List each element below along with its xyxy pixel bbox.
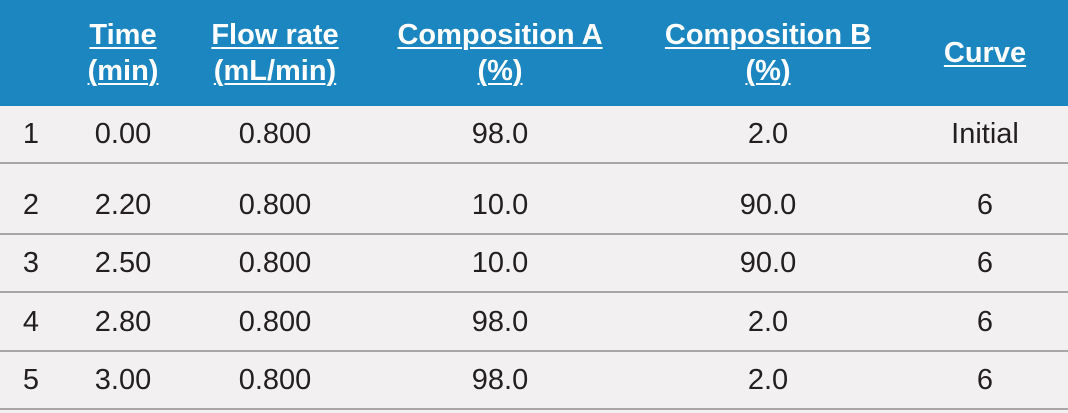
table-header: Time (min) Flow rate (mL/min) Compositio… — [0, 0, 1068, 106]
cell-flow-rate: 0.800 — [238, 117, 312, 150]
cell-index: 1 — [22, 117, 40, 150]
cell-flow-rate: 0.800 — [238, 305, 312, 338]
cell-time: 0.00 — [94, 117, 152, 150]
cell-time: 2.20 — [94, 188, 152, 221]
cell-composition-a: 10.0 — [471, 188, 529, 221]
cell-index: 2 — [22, 188, 40, 221]
cell-index: 5 — [22, 363, 40, 396]
cell-flow-rate: 0.800 — [238, 363, 312, 396]
cell-composition-a: 98.0 — [471, 305, 529, 338]
cell-flow-rate: 0.800 — [238, 188, 312, 221]
cell-composition-b: 2.0 — [747, 305, 789, 338]
cell-time: 2.80 — [94, 305, 152, 338]
cell-curve: 6 — [976, 246, 994, 279]
table-row: 5 3.00 0.800 98.0 2.0 6 — [0, 352, 1068, 410]
cell-curve: 6 — [976, 363, 994, 396]
header-composition-a: Composition A (%) — [397, 19, 603, 87]
table-row: 1 0.00 0.800 98.0 2.0 Initial — [0, 106, 1068, 164]
cell-composition-a: 98.0 — [471, 117, 529, 150]
cell-curve: 6 — [976, 305, 994, 338]
header-index — [0, 0, 62, 106]
cell-time: 2.50 — [94, 246, 152, 279]
cell-composition-b: 2.0 — [747, 117, 789, 150]
table-row: 2 2.20 0.800 10.0 90.0 6 — [0, 177, 1068, 235]
table-row: 4 2.80 0.800 98.0 2.0 6 — [0, 294, 1068, 352]
cell-curve: Initial — [951, 117, 1019, 150]
cell-composition-b: 90.0 — [739, 188, 797, 221]
table-row: 3 2.50 0.800 10.0 90.0 6 — [0, 235, 1068, 293]
header-time: Time (min) — [87, 19, 159, 87]
header-composition-b: Composition B (%) — [664, 19, 872, 87]
header-curve: Curve — [943, 37, 1027, 69]
cell-composition-a: 10.0 — [471, 246, 529, 279]
cell-flow-rate: 0.800 — [238, 246, 312, 279]
cell-curve: 6 — [976, 188, 994, 221]
cell-time: 3.00 — [94, 363, 152, 396]
cell-composition-b: 90.0 — [739, 246, 797, 279]
header-flow-rate: Flow rate (mL/min) — [211, 19, 339, 87]
cell-composition-a: 98.0 — [471, 363, 529, 396]
cell-index: 4 — [22, 305, 40, 338]
cell-composition-b: 2.0 — [747, 363, 789, 396]
cell-index: 3 — [22, 246, 40, 279]
